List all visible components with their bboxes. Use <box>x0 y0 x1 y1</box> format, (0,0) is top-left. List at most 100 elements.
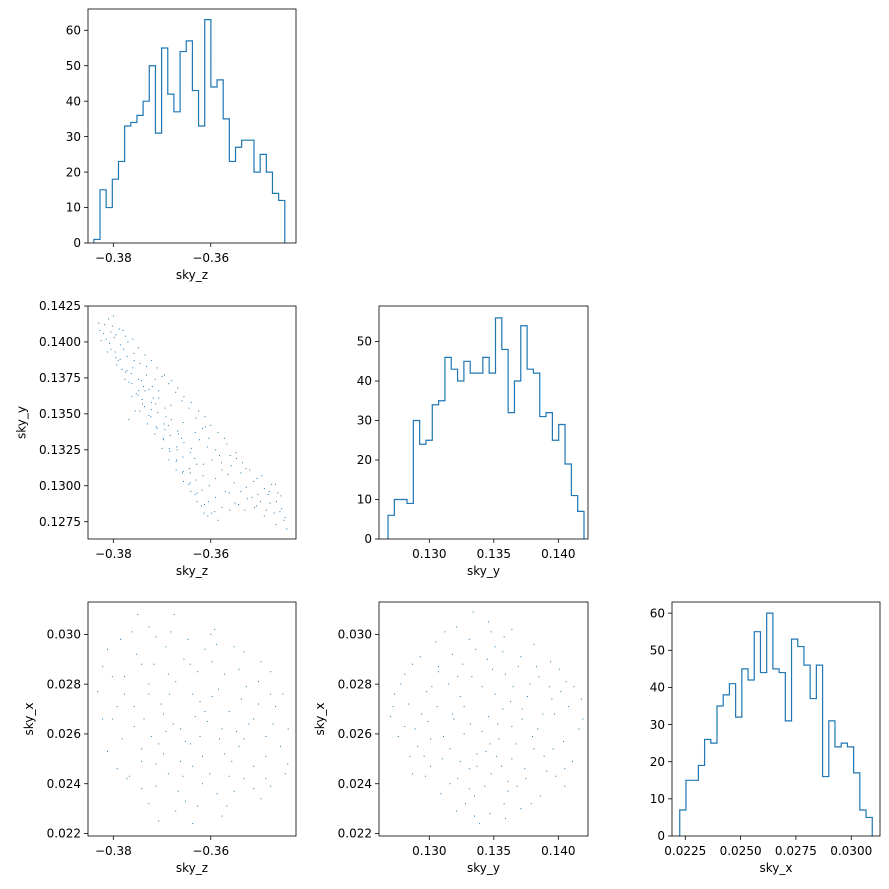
scatter-sky-y-sky-x-point-34 <box>463 733 465 735</box>
scatter-sky-y-sky-x-point-95 <box>484 785 486 787</box>
scatter-sky-z-sky-y-point-80 <box>156 367 158 369</box>
scatter-sky-y-sky-x-point-48 <box>555 775 557 777</box>
hist-sky-x-bin-22 <box>816 665 822 836</box>
hist-sky-z-marks <box>93 19 286 243</box>
hist-sky-z-bin-9 <box>149 66 155 243</box>
scatter-sky-z-sky-y-point-7 <box>120 344 122 346</box>
scatter-sky-z-sky-y-ytick-label-0-1325: 0.1325 <box>39 443 81 457</box>
scatter-sky-y-sky-x-point-61 <box>502 651 504 653</box>
hist-sky-z-bin-1 <box>100 190 106 243</box>
scatter-sky-y-sky-x-point-37 <box>562 740 564 742</box>
scatter-sky-z-sky-y-point-142 <box>230 465 232 467</box>
hist-sky-x-xtick-label-0-0250: 0.0250 <box>720 844 762 858</box>
scatter-sky-y-sky-x-point-127 <box>551 698 553 700</box>
scatter-sky-z-sky-y-point-43 <box>195 479 197 481</box>
scatter-sky-y-sky-x-point-94 <box>546 770 548 772</box>
scatter-sky-z-sky-y-point-21 <box>144 406 146 408</box>
hist-sky-z-ytick-label-20: 20 <box>66 165 81 179</box>
scatter-sky-y-sky-x-point-100 <box>463 706 465 708</box>
scatter-sky-y-sky-x-point-97 <box>427 720 429 722</box>
scatter-sky-z-sky-x-point-2 <box>210 633 212 635</box>
scatter-sky-z-sky-x-point-61 <box>240 698 242 700</box>
scatter-sky-z-sky-y-point-58 <box>273 512 275 514</box>
hist-sky-z-yticks: 0 10 20 30 40 50 60 <box>66 23 88 250</box>
scatter-sky-y-sky-x-yticks: 0.022 0.024 0.026 0.028 0.030 <box>338 628 379 841</box>
hist-sky-z-bin-25 <box>248 140 254 243</box>
scatter-sky-z-sky-y-point-176 <box>114 351 116 353</box>
hist-sky-y-bin-25 <box>546 413 552 539</box>
scatter-sky-z-sky-y-point-49 <box>207 501 209 503</box>
scatter-sky-y-sky-x-point-103 <box>515 743 517 745</box>
scatter-sky-z-sky-y-point-39 <box>182 472 183 474</box>
scatter-sky-y-sky-x-point-76 <box>501 765 503 767</box>
scatter-sky-z-sky-x-point-107 <box>214 628 216 630</box>
scatter-sky-z-sky-x-point-26 <box>201 783 203 785</box>
scatter-sky-z-sky-x-point-100 <box>270 693 272 695</box>
scatter-sky-z-sky-x-point-51 <box>253 765 255 767</box>
hist-sky-x-ytick-label-30: 30 <box>650 718 665 732</box>
scatter-sky-z-sky-y-point-95 <box>148 414 150 416</box>
scatter-sky-y-sky-x-point-96 <box>503 803 505 805</box>
panel-hist-sky-y: 0.130 0.135 0.140 0 10 20 30 40 50 sky_y <box>357 305 589 578</box>
scatter-sky-z-sky-y-point-97 <box>162 437 164 439</box>
scatter-sky-z-sky-y-point-177 <box>194 457 196 459</box>
hist-sky-z-bin-24 <box>242 140 248 243</box>
scatter-sky-z-sky-y-point-3 <box>105 338 107 340</box>
scatter-sky-z-sky-y-point-118 <box>154 378 156 380</box>
scatter-sky-z-sky-x-yticks: 0.022 0.024 0.026 0.028 0.030 <box>47 628 88 841</box>
hist-sky-x-bin-29 <box>860 810 866 836</box>
scatter-sky-z-sky-y-point-96 <box>155 426 157 428</box>
scatter-sky-y-sky-x-point-72 <box>417 745 419 747</box>
scatter-sky-y-sky-x-point-70 <box>470 723 472 725</box>
scatter-sky-z-sky-x-point-25 <box>167 773 169 775</box>
scatter-sky-z-sky-x-point-16 <box>248 723 250 725</box>
scatter-sky-z-sky-x-point-80 <box>253 718 255 720</box>
scatter-sky-y-sky-x-point-90 <box>511 725 513 727</box>
scatter-sky-z-sky-x-point-21 <box>223 753 225 755</box>
scatter-sky-z-sky-x-point-81 <box>199 735 201 737</box>
scatter-sky-z-sky-y-point-163 <box>161 447 163 449</box>
scatter-sky-z-sky-y-point-151 <box>123 348 125 350</box>
scatter-sky-y-sky-x-point-84 <box>517 666 519 668</box>
hist-sky-x-bin-27 <box>847 747 853 836</box>
scatter-sky-z-sky-y-point-134 <box>269 502 271 504</box>
scatter-sky-z-sky-x-point-48 <box>219 738 221 740</box>
scatter-sky-z-sky-x-point-23 <box>287 763 289 765</box>
scatter-sky-y-sky-x-point-93 <box>468 768 470 770</box>
scatter-sky-z-sky-y-point-141 <box>240 472 242 474</box>
scatter-sky-z-sky-y-point-172 <box>164 429 166 431</box>
scatter-sky-z-sky-y-point-181 <box>143 386 145 388</box>
scatter-sky-z-sky-y-point-106 <box>224 491 226 493</box>
scatter-sky-y-sky-x-point-111 <box>507 780 509 782</box>
scatter-sky-z-sky-x-point-98 <box>197 805 199 807</box>
scatter-sky-z-sky-x-point-73 <box>211 661 213 663</box>
scatter-sky-z-sky-x-point-75 <box>175 681 177 683</box>
scatter-sky-z-sky-x-point-104 <box>231 760 233 762</box>
scatter-sky-y-sky-x-point-39 <box>441 758 443 760</box>
scatter-sky-y-sky-x-point-50 <box>473 795 475 797</box>
scatter-sky-z-sky-x-point-85 <box>223 673 225 675</box>
scatter-sky-z-sky-y-point-117 <box>161 375 163 377</box>
scatter-sky-z-sky-y-point-71 <box>217 432 219 434</box>
hist-sky-x-bin-3 <box>698 765 704 836</box>
hist-sky-x-bin-0 <box>680 810 686 836</box>
hist-sky-y-bin-26 <box>552 440 558 539</box>
scatter-sky-z-sky-y-point-132 <box>251 496 253 498</box>
scatter-sky-z-sky-y-point-74 <box>198 410 200 412</box>
scatter-sky-z-sky-y-point-187 <box>211 459 213 461</box>
hist-sky-x-xticks: 0.0225 0.0250 0.0275 0.0300 <box>664 836 872 858</box>
hist-sky-x-frame <box>671 601 881 837</box>
hist-sky-y-xticks: 0.130 0.135 0.140 <box>412 539 576 561</box>
scatter-sky-z-sky-y-point-33 <box>169 450 171 452</box>
scatter-sky-z-sky-x-point-76 <box>143 718 145 720</box>
scatter-sky-z-sky-y-point-8 <box>127 341 129 343</box>
scatter-sky-y-sky-x-xtick-label-0-140: 0.140 <box>541 844 575 858</box>
scatter-sky-z-sky-y-point-136 <box>233 482 235 484</box>
hist-sky-x-bin-7 <box>723 695 729 836</box>
scatter-sky-z-sky-y-point-0 <box>98 322 100 324</box>
scatter-sky-z-sky-x-point-115 <box>172 723 174 725</box>
scatter-sky-z-sky-x-point-15 <box>206 720 208 722</box>
hist-sky-y-bin-5 <box>420 444 426 539</box>
scatter-sky-z-sky-y-point-120 <box>141 398 143 400</box>
scatter-sky-y-sky-x-point-54 <box>489 813 491 815</box>
